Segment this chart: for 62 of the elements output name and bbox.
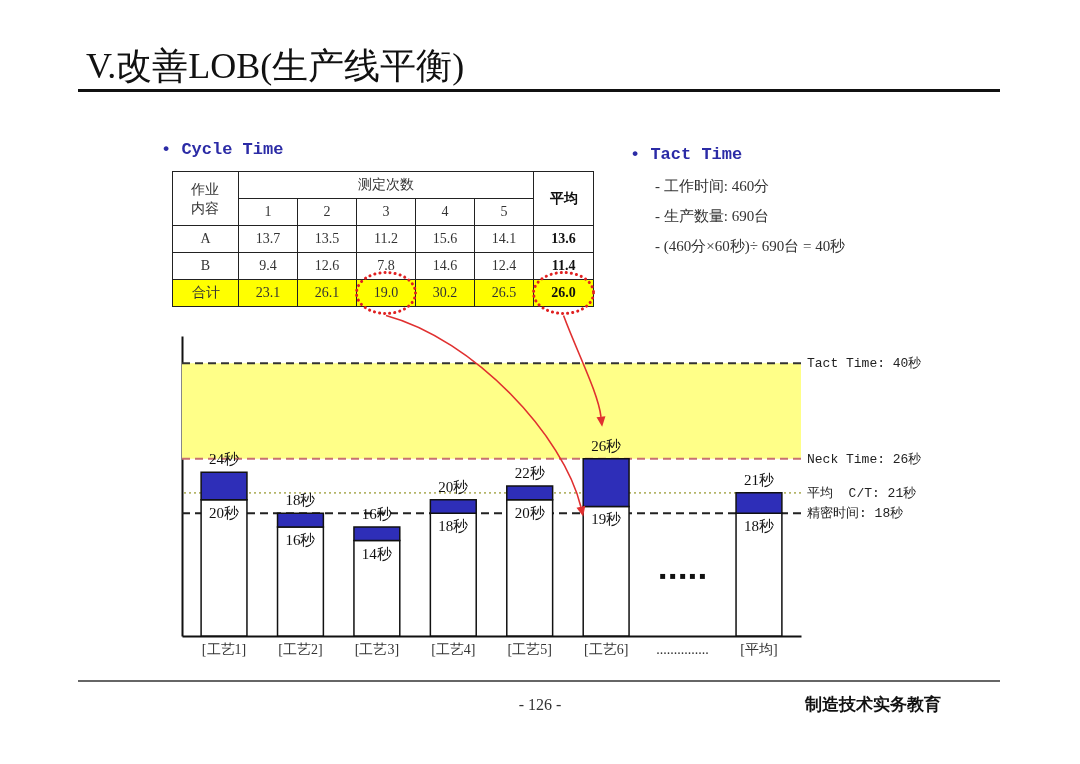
x-tick-label: [工艺2] (278, 641, 323, 657)
x-tick-label: 平均 (533, 171, 594, 226)
data-label: 11.4 (533, 252, 594, 280)
data-label: 18秒 (438, 518, 469, 535)
ref-line-label: Neck Time: 26秒 (807, 451, 922, 467)
y-axis-title: 作业内容 (190, 180, 221, 218)
data-label: 7.8 (356, 252, 416, 280)
x-tick-label: [工艺5] (507, 641, 552, 657)
data-label: 13.6 (533, 225, 594, 253)
x-tick-label: [工艺3] (354, 641, 400, 657)
x-tick-label: [工艺4] (431, 641, 476, 657)
data-label: 18秒 (743, 518, 774, 535)
text: - 126 - (518, 695, 562, 715)
x-tick-label: 4 (415, 198, 475, 226)
data-label: 15.6 (415, 225, 475, 253)
x-tick-label: 1 (238, 198, 298, 226)
chart-title: V.改善LOB(生产线平衡) (86, 45, 465, 88)
x-tick-label: [工艺1] (201, 641, 247, 657)
total-label: 22秒 (514, 465, 545, 481)
data-label: 19秒 (591, 511, 622, 528)
text: • Tact Time (630, 144, 743, 166)
data-label: 19.0 (356, 279, 416, 307)
data-label: 12.4 (474, 252, 534, 280)
data-label: 16秒 (285, 531, 316, 548)
data-label: 12.6 (297, 252, 357, 280)
data-label: 20秒 (514, 504, 545, 521)
total-label: 20秒 (438, 478, 469, 495)
annotation: ▪ ▪ ▪ ▪ ▪ (659, 570, 706, 581)
text: 制造技术实务教育 (805, 695, 941, 715)
text: - 生产数量: 690台 (655, 207, 770, 226)
x-tick-label: 2 (297, 198, 357, 226)
data-label: 13.5 (297, 225, 357, 253)
y-tick-label: B (172, 252, 239, 280)
ref-line-label: Tact Time: 40秒 (807, 356, 922, 372)
x-tick-label: 5 (474, 198, 534, 226)
ref-line-label: 平均 C/T: 21秒 (807, 485, 917, 501)
total-label: 21秒 (743, 471, 774, 488)
data-label: 20秒 (209, 504, 240, 521)
x-tick-label: [平均] (740, 641, 778, 657)
y-tick-label: 合计 (172, 279, 239, 307)
x-tick-label: 3 (356, 198, 416, 226)
text: - 工作时间: 460分 (655, 177, 770, 196)
data-label: 9.4 (238, 252, 298, 280)
ref-line-label: 精密时间: 18秒 (807, 506, 904, 522)
data-label: 14.1 (474, 225, 534, 253)
total-label: 26秒 (591, 437, 622, 454)
chart-subtitle: • Cycle Time (161, 139, 284, 161)
total-label: 18秒 (285, 492, 316, 509)
data-label: 23.1 (238, 279, 298, 307)
data-label: 14.6 (415, 252, 475, 280)
data-label: 26.1 (297, 279, 357, 307)
data-label: 11.2 (356, 225, 416, 253)
data-label: 26.5 (474, 279, 534, 307)
x-tick-label: [工艺6] (583, 641, 629, 657)
text: - (460分×60秒)÷ 690台 = 40秒 (655, 237, 846, 256)
data-label: 30.2 (415, 279, 475, 307)
data-label: 13.7 (238, 225, 298, 253)
x-axis-title: 测定次数 (238, 171, 534, 199)
y-tick-label: A (172, 225, 239, 253)
data-label: 14秒 (361, 545, 392, 562)
x-tick-label: ............... (656, 641, 709, 657)
data-label: 26.0 (533, 279, 594, 307)
